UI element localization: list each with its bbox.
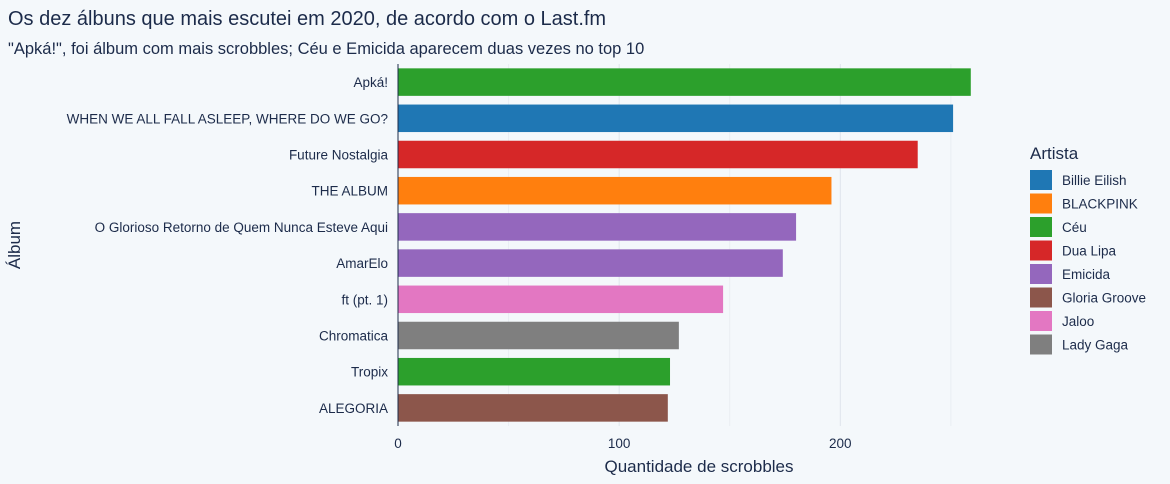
legend-swatch	[1030, 334, 1052, 355]
category-label: Apká!	[353, 75, 388, 90]
legend-label: Gloria Groove	[1062, 291, 1146, 306]
category-label: Chromatica	[319, 329, 389, 344]
legend-title: Artista	[1030, 144, 1079, 163]
x-tick-label: 0	[394, 436, 402, 451]
category-label: WHEN WE ALL FALL ASLEEP, WHERE DO WE GO?	[67, 111, 388, 126]
bar	[398, 104, 954, 133]
bar	[398, 357, 671, 386]
x-tick-labels: 0 100 200	[394, 436, 851, 451]
category-label: O Glorioso Retorno de Quem Nunca Esteve …	[95, 220, 388, 235]
legend-label: Céu	[1062, 220, 1087, 235]
chart-title: Os dez álbuns que mais escutei em 2020, …	[8, 8, 607, 30]
legend-label: Dua Lipa	[1062, 244, 1117, 259]
legend-label: Jaloo	[1062, 314, 1094, 329]
chart-subtitle: "Apká!", foi álbum com mais scrobbles; C…	[8, 40, 645, 58]
category-label: THE ALBUM	[311, 184, 388, 199]
y-axis-title: Álbum	[5, 221, 24, 269]
legend-swatch	[1030, 311, 1052, 331]
legend-swatch	[1030, 193, 1052, 214]
bars	[398, 68, 971, 422]
category-label: AmarElo	[336, 256, 388, 271]
bar	[398, 249, 783, 277]
legend-swatch	[1030, 170, 1052, 190]
x-tick-label: 100	[608, 436, 631, 451]
bar	[398, 285, 724, 314]
bar	[398, 140, 918, 169]
x-tick-label: 200	[829, 436, 852, 451]
legend-label: Billie Eilish	[1062, 173, 1127, 188]
legend-label: BLACKPINK	[1062, 197, 1138, 212]
legend-swatch	[1030, 217, 1052, 237]
legend-label: Lady Gaga	[1062, 338, 1129, 353]
bar	[398, 394, 668, 422]
category-label: Future Nostalgia	[289, 148, 389, 163]
legend-swatch	[1030, 287, 1052, 308]
bar	[398, 68, 971, 96]
legend: Artista Billie Eilish BLACKPINK Céu Dua Lip…	[1030, 144, 1146, 355]
category-label: Tropix	[351, 365, 388, 380]
legend-swatch	[1030, 264, 1052, 284]
category-labels: Apká! WHEN WE ALL FALL ASLEEP, WHERE DO W…	[67, 75, 389, 416]
bar	[398, 176, 832, 205]
legend-swatch	[1030, 240, 1052, 261]
bar	[398, 321, 679, 350]
bar	[398, 213, 797, 241]
category-label: ALEGORIA	[319, 401, 388, 416]
legend-label: Emicida	[1062, 267, 1111, 282]
x-axis-title: Quantidade de scrobbles	[604, 457, 793, 476]
category-label: ft (pt. 1)	[341, 292, 388, 307]
